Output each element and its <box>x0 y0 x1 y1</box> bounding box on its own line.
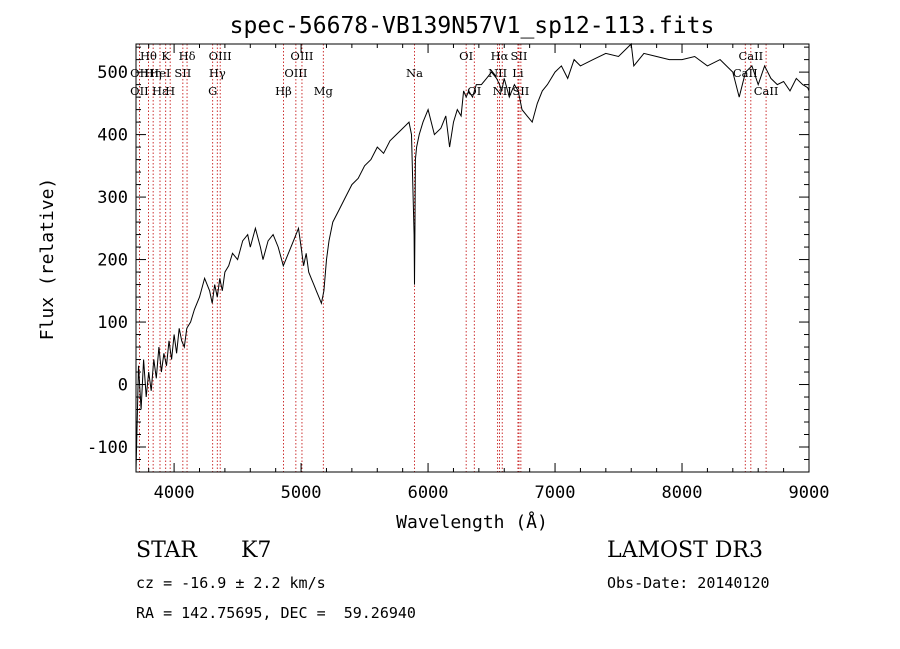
y-tick-label: 200 <box>97 251 128 271</box>
spectral-line-label: Hη <box>145 66 162 80</box>
spectral-line-label: SII <box>510 49 527 63</box>
survey-name: LAMOST DR3 <box>607 538 763 563</box>
y-tick-label: 400 <box>97 126 128 146</box>
object-type: STAR <box>136 538 197 563</box>
x-tick-label: 8000 <box>662 483 703 503</box>
y-tick-label: 500 <box>97 63 128 83</box>
spectral-line-label: HeI <box>149 66 170 80</box>
x-tick-label: 5000 <box>281 483 322 503</box>
spectral-line-label: Na <box>406 66 423 80</box>
spectral-line-label: SII <box>174 66 191 80</box>
axis-ticks: 4000 5000 6000 7000 8000 9000 -100 0 100 200 300 40… <box>87 44 829 503</box>
x-tick-label: 4000 <box>154 483 195 503</box>
spectral-line-label: CaII <box>754 84 779 98</box>
spectral-line-label: Hδ <box>179 49 196 63</box>
spectral-line-label: H <box>165 84 175 98</box>
plot-frame <box>135 43 810 473</box>
subclass: K7 <box>241 538 272 563</box>
x-tick-label: 6000 <box>408 483 449 503</box>
spectral-line-label: OIII <box>290 49 313 63</box>
x-tick-label: 7000 <box>535 483 576 503</box>
spectrum-chart: spec-56678-VB139N57V1_sp12-113.fits Hθ OI… <box>37 13 829 533</box>
redshift-velocity: cz = -16.9 ± 2.2 km/s <box>136 574 326 592</box>
spectral-line-label: Hθ <box>140 49 157 63</box>
spectral-line-label: Li <box>512 66 524 80</box>
spectral-line-label: OII <box>130 84 149 98</box>
spectral-line-label: OIII <box>284 66 307 80</box>
y-tick-label: 0 <box>118 376 128 396</box>
spectral-line-label: OII <box>130 66 149 80</box>
spectral-line-label: OIII <box>209 49 232 63</box>
y-tick-label: -100 <box>87 438 128 458</box>
spectral-line-label: Hα <box>491 49 509 63</box>
spectral-lines-layer <box>139 44 767 472</box>
spectral-line-label: Hγ <box>209 66 226 80</box>
x-tick-label: 9000 <box>789 483 830 503</box>
spectral-line-label: K <box>161 49 170 63</box>
y-axis-label: Flux (relative) <box>37 178 58 341</box>
spectral-line-label: NII <box>488 66 507 80</box>
spectral-line-label: OI <box>459 49 473 63</box>
spectral-line-label: CaII <box>738 49 763 63</box>
y-tick-label: 100 <box>97 313 128 333</box>
spectrum-series <box>135 42 810 473</box>
y-tick-label: 300 <box>97 188 128 208</box>
spectral-line-label: G <box>208 84 217 98</box>
spectral-line-label: Hβ <box>275 84 292 98</box>
spectral-line-label: Hε <box>152 84 168 98</box>
observation-date: Obs-Date: 20140120 <box>607 574 770 592</box>
spectral-line-label: Mg <box>314 84 334 98</box>
chart-title: spec-56678-VB139N57V1_sp12-113.fits <box>230 13 715 39</box>
coordinates: RA = 142.75695, DEC = 59.26940 <box>136 604 416 622</box>
x-axis-label: Wavelength (Å) <box>396 511 548 533</box>
